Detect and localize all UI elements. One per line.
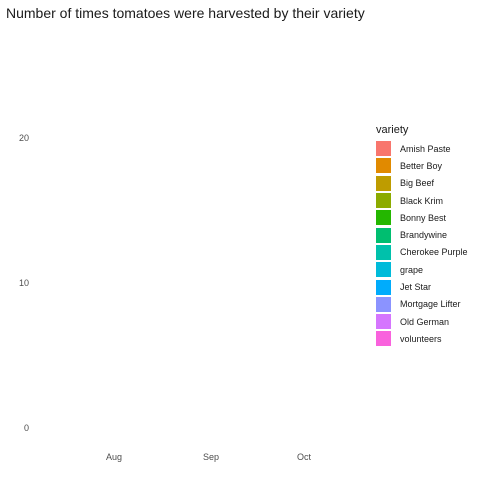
legend-item: Amish Paste: [376, 140, 468, 157]
legend-label: Old German: [400, 316, 450, 327]
legend-item: Cherokee Purple: [376, 244, 468, 261]
x-tick-label: Sep: [203, 452, 219, 462]
legend-swatch: [376, 210, 391, 226]
legend-item: Better Boy: [376, 157, 468, 174]
legend-swatch: [376, 331, 391, 347]
legend-items: Amish Paste Better Boy Big Beef Black Krim B…: [376, 140, 468, 348]
legend-item: Jet Star: [376, 278, 468, 295]
legend-label: Amish Paste: [400, 143, 451, 154]
legend-item: grape: [376, 261, 468, 278]
legend-label: Brandywine: [400, 230, 448, 241]
legend-label: Cherokee Purple: [400, 247, 468, 258]
legend-swatch: [376, 262, 391, 278]
chart-title: Number of times tomatoes were harvested …: [6, 5, 365, 21]
legend-label: Jet Star: [400, 282, 432, 293]
x-axis: Aug Sep Oct: [106, 452, 312, 462]
y-tick-label: 10: [19, 278, 29, 288]
legend-title: variety: [376, 124, 409, 136]
legend-item: volunteers: [376, 330, 468, 347]
legend: variety Amish Paste Better Boy Big Beef Bla…: [376, 123, 468, 348]
legend-label: Better Boy: [400, 160, 443, 171]
legend-label: grape: [400, 264, 424, 275]
legend-item: Brandywine: [376, 226, 468, 243]
legend-swatch: [376, 296, 391, 312]
legend-item: Big Beef: [376, 175, 468, 192]
legend-label: Bonny Best: [400, 212, 447, 223]
legend-label: Mortgage Lifter: [400, 299, 461, 310]
y-axis: 0 10 20: [19, 133, 29, 433]
legend-item: Mortgage Lifter: [376, 296, 468, 313]
legend-swatch: [376, 175, 391, 191]
legend-item: Black Krim: [376, 192, 468, 209]
legend-swatch: [376, 279, 391, 295]
legend-swatch: [376, 227, 391, 243]
legend-swatch: [376, 244, 391, 260]
legend-swatch: [376, 158, 391, 174]
legend-label: Big Beef: [400, 178, 435, 189]
legend-item: Bonny Best: [376, 209, 468, 226]
legend-swatch: [376, 193, 391, 209]
legend-swatch: [376, 141, 391, 157]
legend-swatch: [376, 314, 391, 330]
y-tick-label: 20: [19, 133, 29, 143]
x-tick-label: Aug: [106, 452, 122, 462]
legend-label: volunteers: [400, 333, 442, 344]
legend-item: Old German: [376, 313, 468, 330]
x-tick-label: Oct: [297, 452, 312, 462]
legend-label: Black Krim: [400, 195, 444, 206]
y-tick-label: 0: [24, 423, 29, 433]
